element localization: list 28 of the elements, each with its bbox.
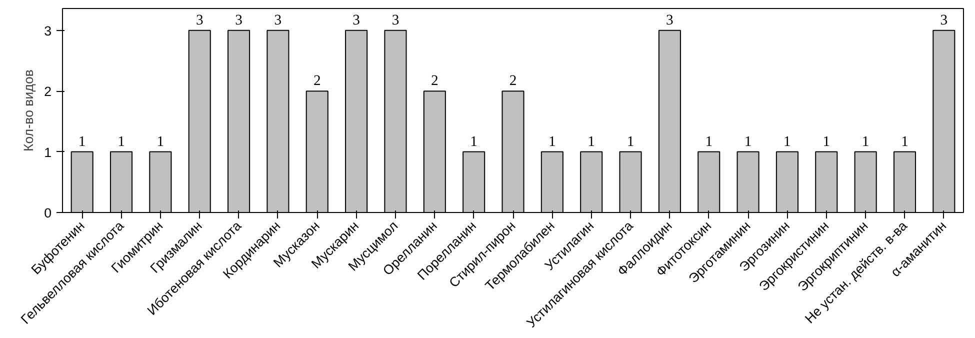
y-axis-title: Кол-во видов [21, 70, 36, 152]
data-label: 1 [548, 134, 556, 150]
y-tick-label: 2 [44, 84, 52, 100]
data-label: 1 [705, 134, 713, 150]
data-label: 1 [784, 134, 791, 150]
data-label: 1 [470, 134, 478, 150]
data-label: 3 [666, 12, 674, 28]
data-label: 1 [901, 134, 908, 150]
data-label: 1 [744, 134, 752, 150]
data-label: 2 [430, 73, 438, 90]
y-tick-label: 1 [44, 144, 52, 160]
data-label: 1 [156, 134, 164, 150]
data-label: 1 [822, 134, 830, 150]
data-label: 2 [313, 73, 321, 90]
data-label: 3 [940, 12, 948, 28]
y-tick-label: 3 [44, 23, 52, 38]
data-label: 3 [196, 12, 204, 28]
data-label: 1 [626, 134, 634, 150]
data-label: 3 [274, 12, 282, 28]
data-label: 1 [862, 134, 870, 150]
data-label: 2 [509, 73, 517, 90]
data-label: 1 [588, 134, 596, 150]
data-label: 1 [118, 134, 125, 150]
data-label: 1 [78, 134, 86, 150]
data-label: 3 [352, 12, 360, 28]
y-tick-label: 0 [44, 206, 52, 220]
data-label: 3 [392, 12, 400, 28]
data-label: 3 [235, 12, 242, 28]
